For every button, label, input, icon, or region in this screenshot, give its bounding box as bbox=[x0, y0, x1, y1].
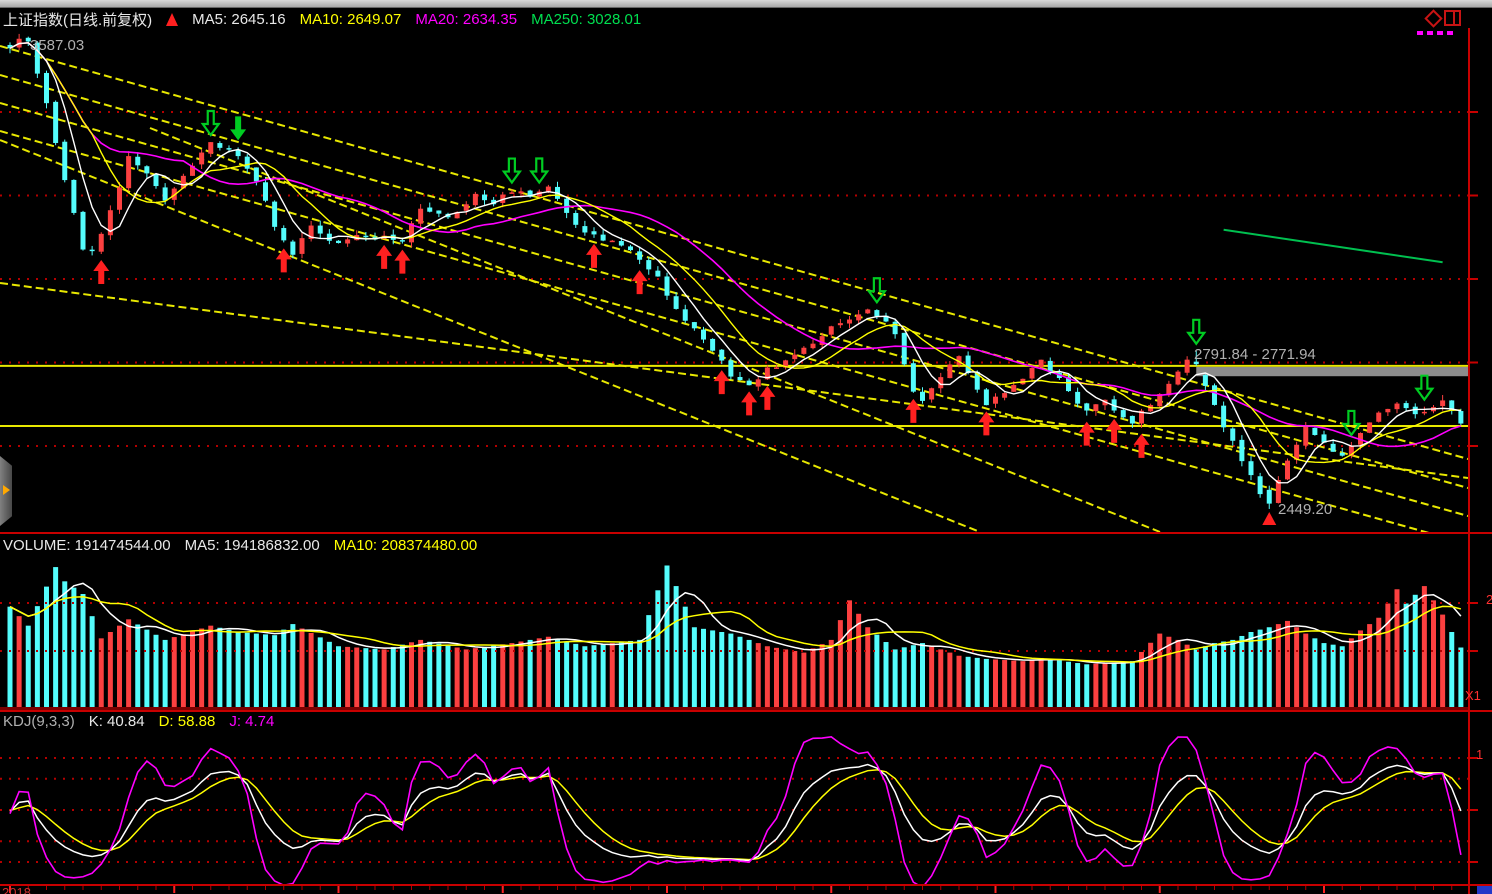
split-window-icon[interactable] bbox=[1444, 10, 1461, 26]
kdj-d-value: D: 58.88 bbox=[158, 713, 216, 730]
kdj-j-value: J: 4.74 bbox=[229, 713, 275, 730]
sidebar-slide-tab[interactable] bbox=[0, 456, 12, 526]
ma10-value: MA10: 2649.07 bbox=[299, 11, 402, 28]
volume-ma5-value: MA5: 194186832.00 bbox=[184, 537, 320, 554]
ma5-value: MA5: 2645.16 bbox=[192, 11, 286, 28]
up-arrow-icon bbox=[166, 13, 179, 26]
expand-arrow-icon bbox=[3, 485, 10, 495]
gap-annotation: 2791.84 - 2771.94 bbox=[1194, 346, 1316, 363]
kdj-axis-partial-label: 1 bbox=[1476, 747, 1484, 762]
kdj-header: KDJ(9,3,3) K: 40.84 D: 58.88 J: 4.74 bbox=[3, 713, 274, 730]
ma250-value: MA250: 3028.01 bbox=[531, 11, 642, 28]
high-price-annotation: 3587.03 bbox=[30, 37, 85, 54]
kdj-name: KDJ(9,3,3) bbox=[3, 713, 75, 730]
low-price-annotation: 2449.20 bbox=[1278, 501, 1333, 518]
kdj-k-value: K: 40.84 bbox=[88, 713, 145, 730]
time-axis-year-label: 2018 bbox=[2, 886, 31, 894]
volume-axis-partial-label: 2 bbox=[1486, 592, 1492, 607]
volume-ma10-value: MA10: 208374480.00 bbox=[333, 537, 478, 554]
magenta-dashed-indicator bbox=[1417, 31, 1455, 35]
main-chart-header: 上证指数(日线.前复权) MA5: 2645.16 MA10: 2649.07 … bbox=[3, 9, 641, 30]
volume-scale-label: X1 bbox=[1465, 688, 1481, 703]
window-top-edge bbox=[0, 0, 1492, 8]
ma20-value: MA20: 2634.35 bbox=[415, 11, 518, 28]
volume-value: VOLUME: 191474544.00 bbox=[3, 537, 171, 554]
scrollbar-thumb[interactable] bbox=[1477, 886, 1492, 894]
volume-header: VOLUME: 191474544.00 MA5: 194186832.00 M… bbox=[3, 537, 477, 554]
instrument-title: 上证指数(日线.前复权) bbox=[3, 12, 153, 29]
